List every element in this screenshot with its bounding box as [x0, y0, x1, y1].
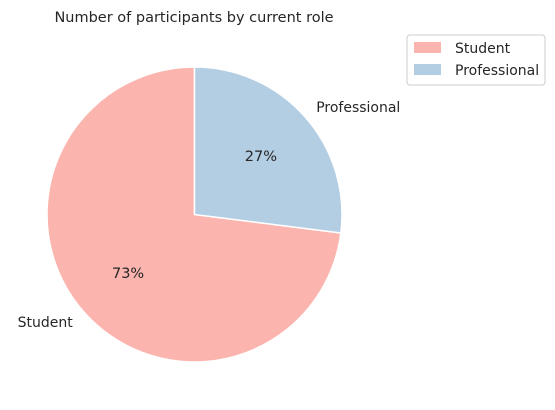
- slice-label-student: Student: [18, 315, 74, 331]
- legend-label-professional: Professional: [455, 63, 539, 79]
- pie-slice-labels: Student Professional: [18, 100, 401, 331]
- chart-title: Number of participants by current role: [54, 10, 333, 26]
- legend-label-student: Student: [455, 41, 511, 57]
- pie-slices: [46, 66, 343, 363]
- legend-swatch-professional: [414, 64, 441, 75]
- percent-label-professional: 27%: [245, 149, 277, 165]
- percent-label-student: 73%: [112, 266, 144, 282]
- legend-entries: Student Professional: [414, 41, 539, 79]
- legend: Student Professional: [406, 34, 546, 86]
- pie-slice-professional: [193, 66, 343, 234]
- pie-percent-labels: 73% 27%: [112, 149, 277, 282]
- slice-label-professional: Professional: [316, 100, 400, 116]
- legend-swatch-student: [414, 42, 441, 53]
- legend-frame: [406, 34, 546, 86]
